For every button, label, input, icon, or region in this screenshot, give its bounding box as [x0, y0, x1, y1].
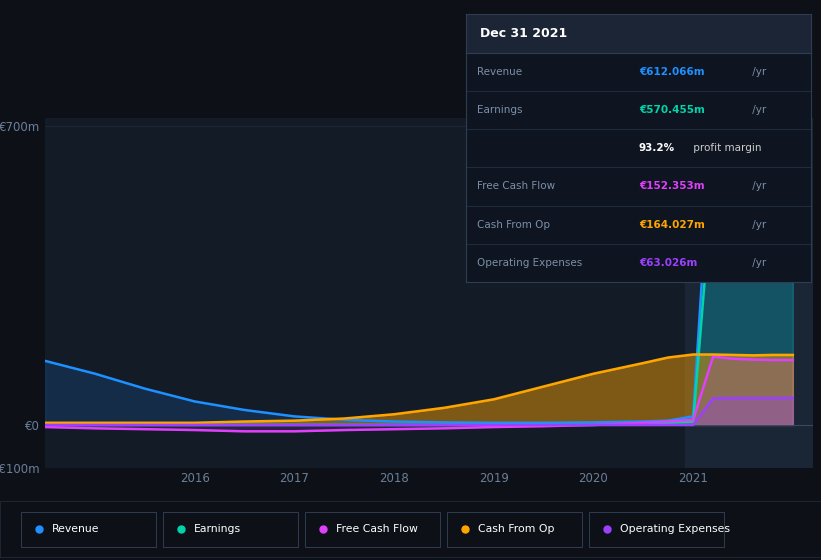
Text: /yr: /yr	[749, 220, 766, 230]
Text: Revenue: Revenue	[52, 524, 99, 534]
Text: /yr: /yr	[749, 181, 766, 192]
Text: /yr: /yr	[749, 258, 766, 268]
Text: Operating Expenses: Operating Expenses	[620, 524, 730, 534]
Text: €612.066m: €612.066m	[639, 67, 704, 77]
Text: Earnings: Earnings	[194, 524, 241, 534]
Text: 93.2%: 93.2%	[639, 143, 675, 153]
Text: Dec 31 2021: Dec 31 2021	[480, 27, 567, 40]
Text: €164.027m: €164.027m	[639, 220, 704, 230]
Text: €570.455m: €570.455m	[639, 105, 704, 115]
Text: €152.353m: €152.353m	[639, 181, 704, 192]
Text: /yr: /yr	[749, 67, 766, 77]
Text: Revenue: Revenue	[477, 67, 522, 77]
Text: /yr: /yr	[749, 105, 766, 115]
Text: Free Cash Flow: Free Cash Flow	[336, 524, 418, 534]
Text: €63.026m: €63.026m	[639, 258, 697, 268]
Text: Free Cash Flow: Free Cash Flow	[477, 181, 555, 192]
Text: Cash From Op: Cash From Op	[478, 524, 554, 534]
Text: Earnings: Earnings	[477, 105, 522, 115]
Bar	[686, 118, 813, 468]
Text: Cash From Op: Cash From Op	[477, 220, 550, 230]
Text: Operating Expenses: Operating Expenses	[477, 258, 582, 268]
Text: profit margin: profit margin	[690, 143, 762, 153]
